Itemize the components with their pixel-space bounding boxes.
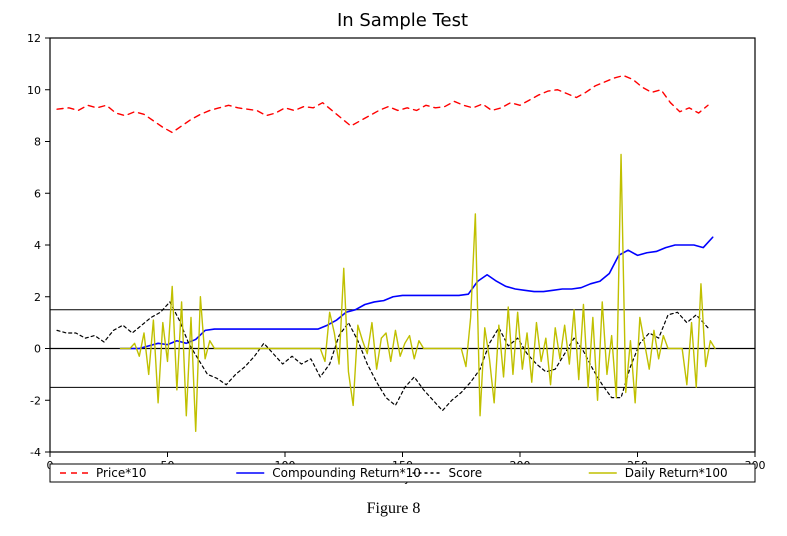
y-tick-label: -2: [30, 394, 41, 407]
in-sample-test-chart: In Sample Test050100150200250300-4-20246…: [0, 0, 787, 536]
y-tick-label: -4: [30, 446, 41, 459]
y-tick-label: 8: [34, 136, 41, 149]
legend-label: Score: [449, 466, 483, 480]
y-tick-label: 4: [34, 239, 41, 252]
figure-caption: Figure 8: [0, 500, 787, 518]
chart-title: In Sample Test: [337, 10, 468, 31]
legend-label: Compounding Return*10: [272, 466, 421, 480]
y-tick-label: 12: [27, 32, 41, 45]
y-tick-label: 0: [34, 343, 41, 356]
legend-label: Price*10: [96, 466, 147, 480]
figure-container: In Sample Test050100150200250300-4-20246…: [0, 0, 787, 536]
legend-label: Daily Return*100: [625, 466, 728, 480]
y-tick-label: 2: [34, 291, 41, 304]
y-tick-label: 10: [27, 84, 41, 97]
y-tick-label: 6: [34, 187, 41, 200]
